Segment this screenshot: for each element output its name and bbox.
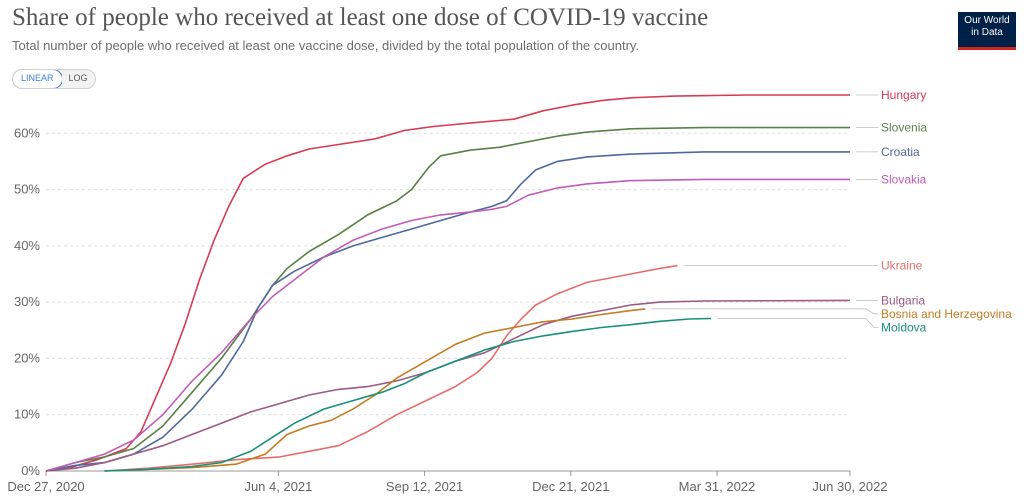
- x-tick-label: Sep 12, 2021: [386, 479, 463, 494]
- legend-label-bosnia-and-herzegovina: Bosnia and Herzegovina: [881, 307, 1012, 321]
- y-tick-label: 0%: [21, 463, 40, 478]
- y-tick-label: 40%: [14, 238, 40, 253]
- logo-line-2: in Data: [971, 27, 1003, 38]
- legend-label-ukraine: Ukraine: [881, 259, 923, 273]
- series-line-bosnia-and-herzegovina: [104, 308, 646, 472]
- legend-label-moldova: Moldova: [881, 320, 927, 334]
- log-scale-button[interactable]: LOG: [61, 70, 95, 88]
- legend-label-croatia: Croatia: [881, 145, 920, 159]
- scale-toggle: LINEAR LOG: [12, 69, 96, 89]
- x-tick-label: Dec 27, 2020: [7, 479, 84, 494]
- series-line-slovenia: [45, 126, 850, 472]
- y-tick-label: 30%: [14, 294, 40, 309]
- owid-logo[interactable]: Our World in Data: [958, 12, 1016, 50]
- chart-subtitle: Total number of people who received at l…: [12, 38, 640, 53]
- legend-connector-bosnia-and-herzegovina: [651, 308, 878, 315]
- x-tick-label: Mar 31, 2022: [679, 479, 756, 494]
- y-tick-label: 20%: [14, 350, 40, 365]
- chart-title: Share of people who received at least on…: [12, 4, 709, 31]
- x-tick-label: Jun 4, 2021: [244, 479, 312, 494]
- series-line-bulgaria: [45, 299, 851, 472]
- y-tick-label: 10%: [14, 407, 40, 422]
- logo-line-1: Our World: [964, 15, 1010, 26]
- y-tick-label: 60%: [14, 125, 40, 140]
- series-line-ukraine: [104, 264, 678, 472]
- legend-label-slovenia: Slovenia: [881, 121, 927, 135]
- legend-connector-moldova: [717, 318, 878, 328]
- legend-label-bulgaria: Bulgaria: [881, 293, 925, 307]
- series-line-moldova: [104, 317, 712, 472]
- x-tick-label: Jun 30, 2022: [812, 479, 887, 494]
- series-line-croatia: [45, 151, 850, 472]
- y-tick-label: 50%: [14, 182, 40, 197]
- legend-label-slovakia: Slovakia: [881, 172, 927, 186]
- series-line-slovakia: [45, 178, 850, 472]
- series-line-hungary: [45, 94, 850, 472]
- legend-label-hungary: Hungary: [881, 88, 926, 102]
- x-tick-label: Dec 21, 2021: [532, 479, 609, 494]
